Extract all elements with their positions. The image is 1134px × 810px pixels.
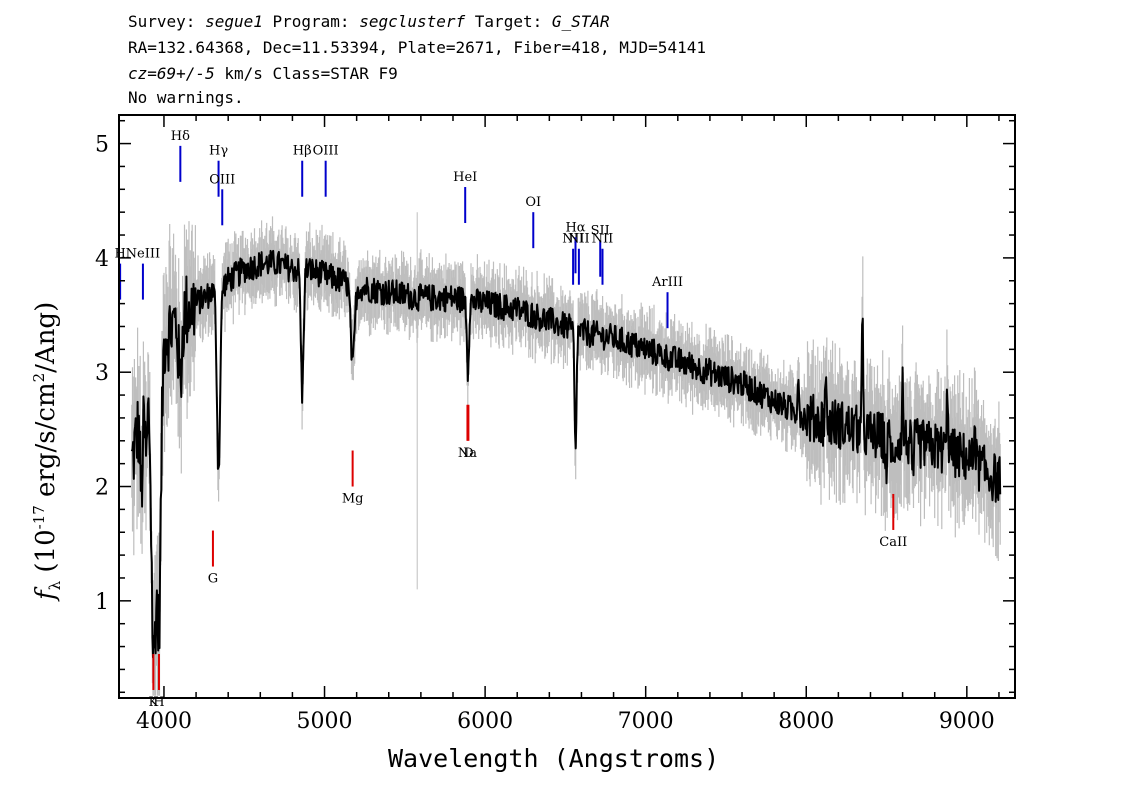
x-tick-label: 9000 (939, 709, 995, 734)
emission-line-label: NeIII (126, 247, 160, 262)
header-line-2: RA=132.64368, Dec=11.53394, Plate=2671, … (128, 38, 706, 57)
program-value: segclusterf (359, 12, 466, 31)
y-axis-label: fλ (10-17 erg/s/cm2/Ang) (30, 302, 64, 600)
error-band (131, 212, 1001, 696)
cz-value: cz=69+/-5 (128, 64, 215, 83)
emission-line-label: Hδ (171, 129, 190, 144)
absorption-line-label: CaII (879, 535, 907, 550)
x-tick-label: 7000 (618, 709, 674, 734)
x-tick-label: 4000 (136, 709, 192, 734)
emission-line-label: SII (591, 224, 610, 239)
x-tick-label: 6000 (457, 709, 513, 734)
y-label-exp: -17 (30, 505, 48, 530)
emission-line-label: ArIII (651, 275, 683, 290)
error-band-path (131, 216, 1001, 696)
y-label-end: /Ang) (31, 301, 61, 373)
emission-line-label: Hα (565, 220, 585, 235)
y-tick-label: 2 (95, 476, 109, 501)
spectrum-series (130, 249, 1002, 659)
program-label: Program: (262, 12, 360, 31)
y-label-exp2: 2 (30, 372, 48, 383)
y-label-unit: erg/s/cm (31, 382, 61, 506)
emission-line-label: OIII (313, 144, 339, 159)
emission-line-label: NII (562, 232, 584, 247)
y-label-sub: λ (46, 580, 65, 591)
header-line-1: Survey: segue1 Program: segclusterf Targ… (128, 12, 610, 32)
emission-line-label: OI (525, 195, 541, 210)
y-label-f: f (31, 590, 61, 600)
absorption-line-label: Na (458, 446, 477, 461)
header-line-4: No warnings. (128, 88, 244, 107)
absorption-line-label: H (153, 695, 164, 710)
x-tick-label: 8000 (778, 709, 834, 734)
absorption-line-label: D (463, 446, 473, 461)
absorption-line-label: K (149, 695, 159, 710)
y-tick-label: 1 (95, 590, 109, 615)
y-label-main: (10 (31, 529, 61, 581)
spectrum-line (130, 249, 1002, 659)
emission-line-label: Hγ (209, 144, 228, 159)
emission-line-label: NII (568, 232, 590, 247)
target-label: Target: (465, 12, 552, 31)
y-tick-label: 4 (95, 247, 109, 272)
header-line-3: cz=69+/-5 km/s Class=STAR F9 (128, 64, 398, 84)
survey-value: segue1 (205, 12, 263, 31)
absorption-line-label: G (208, 572, 218, 587)
target-value: G_STAR (551, 12, 610, 31)
emission-line-label: HeI (453, 170, 477, 185)
emission-line-label: H (114, 247, 125, 262)
y-tick-label: 3 (95, 361, 109, 386)
survey-label: Survey: (128, 12, 206, 31)
x-tick-label: 5000 (297, 709, 353, 734)
absorption-line-label: Mg (342, 492, 364, 507)
axis-ticks: 4000 5000 6000 7000 8000 9000 1 2 3 4 5 (95, 115, 1015, 734)
emission-line-label: OIII (209, 172, 235, 187)
class-info: km/s Class=STAR F9 (214, 64, 398, 83)
emission-line-label: Hβ (293, 144, 312, 159)
plot-frame (118, 114, 1016, 699)
x-axis-label: Wavelength (Angstroms) (388, 744, 720, 773)
emission-line-label: NII (592, 232, 614, 247)
y-tick-label: 5 (95, 133, 109, 158)
